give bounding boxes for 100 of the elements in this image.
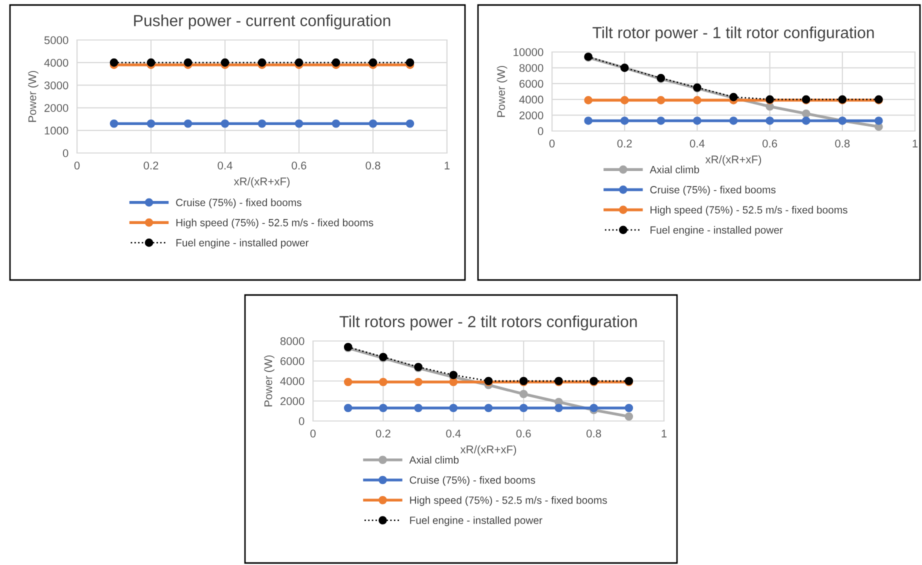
y-axis-title: Power (W): [28, 70, 38, 122]
point: [584, 116, 592, 125]
x-tick-label: 0.8: [835, 140, 850, 148]
y-tick-label: 3000: [44, 81, 68, 90]
point: [414, 404, 422, 412]
point: [110, 58, 118, 67]
x-tick-label: 0.4: [218, 162, 232, 170]
x-tick-label: 1: [662, 430, 667, 438]
point: [656, 116, 666, 125]
point: [484, 404, 493, 412]
point: [110, 119, 118, 128]
point: [294, 119, 304, 128]
x-axis-title: xR/(xR+xF): [460, 445, 516, 456]
point: [802, 116, 810, 125]
point: [344, 404, 352, 412]
y-tick-label: 8000: [280, 337, 304, 346]
y-tick-label: 0: [298, 417, 304, 426]
y-tick-label: 6000: [280, 357, 304, 366]
x-tick-label: 0: [74, 162, 80, 170]
point: [406, 58, 414, 67]
point: [368, 58, 378, 67]
point: [414, 378, 422, 386]
point: [294, 58, 304, 67]
chart-title: Pusher power - current configuration: [134, 14, 390, 30]
x-tick-label: 0: [549, 140, 555, 148]
point: [656, 96, 666, 104]
y-tick-label: 2000: [44, 104, 68, 112]
x-tick-label: 1: [444, 162, 450, 170]
point: [406, 119, 414, 128]
y-axis-title: Power (W): [496, 66, 508, 117]
point: [258, 58, 266, 67]
legend-label: Cruise (75%) - fixed booms: [176, 198, 302, 208]
legend-label: Axial climb: [650, 166, 700, 174]
x-tick-label: 0.6: [292, 162, 306, 170]
chart-title: Tilt rotors power - 2 tilt rotors configuration: [340, 316, 637, 330]
y-axis-title: Power (W): [264, 355, 274, 406]
x-tick-label: 0.6: [762, 140, 778, 148]
point: [332, 58, 340, 67]
y-tick-label: 4000: [280, 377, 304, 386]
point: [258, 119, 266, 128]
x-axis-title: xR/(xR+xF): [234, 177, 290, 188]
point: [344, 378, 352, 386]
y-tick-label: 8000: [519, 64, 544, 72]
legend-label: High speed (75%) - 52.5 m/s - fixed booms: [176, 218, 374, 228]
y-tick-label: 4000: [519, 96, 544, 104]
point: [729, 116, 738, 125]
y-tick-label: 5000: [44, 36, 68, 44]
point: [220, 58, 230, 67]
x-tick-label: 0.4: [690, 140, 705, 148]
legend-label: Fuel engine - installed power: [410, 516, 542, 526]
point: [693, 116, 702, 125]
point: [584, 96, 592, 104]
x-tick-label: 0.8: [366, 162, 380, 170]
point: [184, 58, 192, 67]
point: [802, 109, 810, 118]
legend-label: High speed (75%) - 52.5 m/s - fixed booms: [650, 206, 848, 216]
y-tick-label: 0: [62, 149, 68, 158]
point: [146, 58, 156, 67]
point: [379, 378, 388, 386]
x-tick-label: 0.2: [617, 140, 632, 148]
point: [874, 116, 883, 125]
y-tick-label: 6000: [520, 80, 544, 88]
point: [693, 96, 702, 104]
point: [449, 378, 458, 386]
x-tick-label: 1: [912, 140, 918, 148]
point: [519, 404, 528, 412]
x-tick-label: 0.6: [516, 430, 531, 438]
x-tick-label: 0.2: [376, 430, 390, 438]
legend-label: Fuel engine - installed power: [176, 238, 309, 248]
point: [332, 119, 340, 128]
legend-label: High speed (75%) - 52.5 m/s - fixed booms: [410, 496, 607, 506]
point: [519, 390, 528, 398]
point: [146, 119, 156, 128]
legend-label: Fuel engine - installed power: [650, 226, 783, 236]
point: [620, 96, 629, 104]
point: [620, 116, 629, 125]
x-tick-label: 0.8: [586, 430, 602, 438]
y-tick-label: 0: [538, 127, 544, 136]
legend-label: Cruise (75%) - fixed booms: [650, 186, 776, 196]
y-tick-label: 4000: [44, 58, 68, 67]
y-tick-label: 10000: [514, 48, 544, 56]
x-axis-title: xR/(xR+xF): [705, 155, 762, 166]
point: [624, 412, 634, 421]
x-tick-label: 0.4: [446, 430, 461, 438]
point: [368, 119, 378, 128]
point: [184, 119, 192, 128]
point: [624, 404, 634, 412]
point: [220, 119, 230, 128]
y-tick-label: 2000: [280, 397, 304, 406]
y-tick-label: 2000: [520, 111, 544, 120]
x-tick-label: 0: [310, 430, 316, 438]
x-tick-label: 0.2: [144, 162, 158, 170]
legend-label: Cruise (75%) - fixed booms: [410, 476, 536, 486]
point: [554, 404, 563, 412]
legend-label: Axial climb: [409, 456, 459, 464]
chart-title: Tilt rotor power - 1 tilt rotor configuration: [592, 26, 874, 42]
point: [379, 404, 388, 412]
y-tick-label: 1000: [44, 126, 68, 135]
point: [766, 116, 774, 125]
point: [449, 404, 458, 412]
